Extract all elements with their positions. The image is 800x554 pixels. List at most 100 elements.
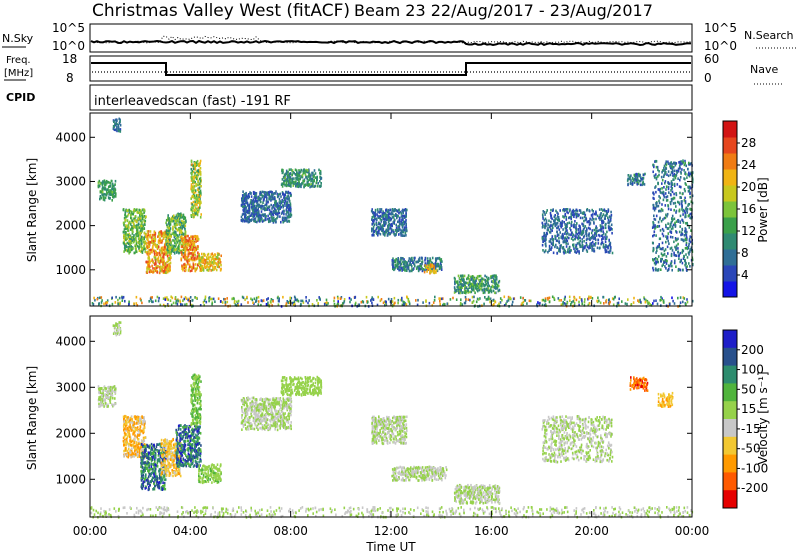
echo-cell [375,221,378,224]
freq-unit: [MHz] [4,68,33,79]
echo-cell [289,215,291,218]
nave-tick-bottom: 0 [704,71,712,85]
echo-cell [680,200,683,203]
echo-cell [390,223,392,227]
echo-cell [479,279,482,282]
echo-cell [197,199,199,202]
echo-cell [545,233,547,237]
echo-cell [669,166,672,170]
echo-cell [581,245,583,248]
echo-cell [182,248,185,252]
echo-cell [199,177,201,181]
echo-cell [689,248,691,251]
echo-cell [462,279,464,282]
echo-cell [607,251,610,254]
echo-cell [161,234,164,238]
echo-cell [543,238,545,241]
echo-cell [385,218,388,221]
echo-cell [254,217,257,220]
echo-cell [395,233,397,237]
echo-cell [219,300,222,303]
echo-cell [111,185,114,188]
echo-cell [396,259,399,263]
echo-cell [261,217,263,221]
echo-cell [657,204,660,208]
echo-cell [283,195,286,198]
echo-cell [220,263,222,267]
echo-cell [678,257,680,260]
echo-cell [397,229,400,232]
echo-cell [556,221,559,225]
echo-cell [372,225,375,229]
echo-cell [430,261,432,264]
echo-cell [494,285,496,289]
echo-cell [462,284,464,287]
nave-tick-top: 60 [704,52,719,66]
echo-cell [473,295,475,299]
echo-cell [410,263,412,266]
echo-cell [182,237,185,240]
echo-cell [143,237,145,241]
echo-cell [387,227,389,230]
echo-cell [189,240,192,244]
echo-cell [306,177,309,181]
echo-cell [254,194,256,197]
echo-cell [114,194,117,198]
echo-cell [660,252,663,255]
echo-cell [253,219,255,223]
echo-cell [241,199,243,202]
echo-cell [147,241,149,245]
echo-cell [570,301,573,304]
echo-cell [588,209,590,212]
echo-cell [672,170,674,173]
echo-cell [484,281,487,284]
echo-cell [394,260,397,263]
echo-cell [689,172,692,176]
echo-cell [543,250,546,254]
echo-cell [586,250,589,253]
echo-cell [107,185,110,189]
echo-cell [685,231,687,234]
echo-cell [160,249,163,253]
echo-cell [668,242,670,245]
echo-cell [561,246,564,250]
echo-cell [158,251,161,255]
echo-cell [480,287,482,291]
echo-cell [385,213,388,217]
echo-cell [113,195,116,198]
echo-cell [585,248,588,252]
echo-cell [286,215,289,218]
echo-cell [399,210,401,214]
echo-cell [685,262,687,265]
echo-cell [599,228,601,232]
echo-cell [255,204,257,208]
echo-cell [492,279,494,283]
echo-cell [542,223,544,226]
echo-cell [687,251,690,254]
echo-cell [689,207,691,211]
echo-cell [152,300,154,304]
echo-cell [684,258,686,262]
echo-cell [265,218,267,221]
echo-cell [201,258,204,261]
echo-cell [672,227,674,230]
echo-cell [584,225,587,228]
echo-cell [692,178,694,181]
echo-cell [421,262,423,266]
echo-cell [421,266,423,270]
echo-cell [574,212,577,216]
echo-cell [167,259,170,263]
echo-cell [206,256,208,259]
echo-cell [374,208,377,212]
echo-cell [254,200,256,203]
echo-cell [579,232,581,235]
echo-cell [579,243,581,246]
echo-cell [609,225,611,229]
echo-cell [679,178,681,182]
echo-cell [169,223,172,226]
echo-cell [554,214,556,217]
echo-cell [666,245,669,249]
echo-cell [561,233,564,236]
echo-cell [272,195,274,198]
echo-cell [175,222,177,225]
